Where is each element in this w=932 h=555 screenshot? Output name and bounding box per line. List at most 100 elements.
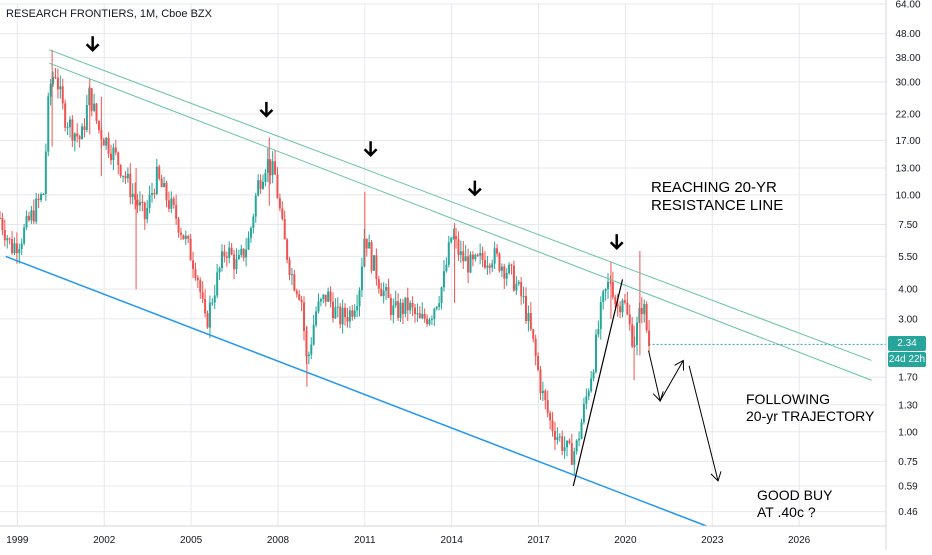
candle-body: [182, 234, 185, 240]
candle-body: [430, 318, 433, 320]
candle-body: [175, 204, 178, 219]
x-tick-label: 2020: [614, 535, 637, 546]
candle-body: [199, 280, 202, 293]
candle-body: [493, 248, 496, 264]
candle-body: [406, 297, 409, 311]
candle-body: [336, 306, 339, 308]
candle-body: [141, 202, 144, 204]
candle-body: [360, 266, 363, 291]
marker-layer: [85, 36, 624, 250]
y-tick-label: 1.00: [898, 427, 918, 438]
candle-body: [377, 279, 380, 289]
annotation-text: REACHING 20-YR: [651, 179, 777, 196]
down-arrow-icon: [363, 141, 378, 157]
candle-body: [148, 194, 151, 208]
candle-body: [269, 159, 272, 176]
candle-body: [233, 254, 236, 270]
y-tick-label: 3.00: [898, 314, 918, 325]
candle-body: [81, 126, 84, 140]
candle-body: [392, 305, 395, 316]
candle-body: [71, 119, 74, 141]
candle-body: [95, 103, 98, 122]
candle-body: [435, 306, 438, 309]
candle-body: [626, 302, 629, 315]
uptrend-line: [572, 279, 624, 487]
candle-body: [573, 451, 576, 465]
candle-body: [476, 254, 479, 256]
candle-body: [522, 296, 525, 298]
candle-body: [129, 173, 132, 198]
down-arrow-head: [609, 241, 624, 250]
candle-body: [450, 237, 453, 243]
candle-body: [517, 281, 520, 284]
candle-body: [155, 166, 158, 194]
candle-body: [561, 436, 564, 451]
candle-body: [640, 307, 643, 315]
candle-body: [592, 371, 595, 379]
candle-body: [281, 208, 284, 220]
down-arrow-icon: [85, 36, 100, 52]
candle-body: [607, 281, 610, 289]
resistance-line-lower: [49, 62, 872, 381]
candle-body: [416, 313, 419, 315]
candle-body: [310, 344, 313, 355]
candle-body: [167, 200, 170, 209]
annotation-text: GOOD BUY: [757, 487, 833, 503]
candle-body: [124, 175, 127, 179]
candle-body: [440, 287, 443, 304]
candle-body: [611, 281, 614, 298]
x-tick-label: 2017: [527, 535, 550, 546]
candle-body: [187, 235, 190, 239]
candle-body: [382, 290, 385, 297]
down-arrow-icon: [259, 101, 274, 118]
candle-body: [505, 273, 508, 279]
candle-body: [151, 193, 154, 195]
candle-body: [496, 248, 499, 254]
candle-body: [290, 274, 293, 276]
candle-body: [469, 254, 472, 273]
candle-body: [404, 297, 407, 314]
candle-body: [90, 88, 93, 111]
down-arrow-icon: [467, 180, 482, 197]
candle-body: [204, 298, 207, 314]
candle-body: [532, 329, 535, 339]
candle-body: [163, 182, 166, 188]
candle-body: [295, 290, 298, 295]
candle-body: [433, 308, 436, 319]
resistance-line-upper: [49, 49, 872, 361]
candle-body: [580, 422, 583, 439]
annotation-text: FOLLOWING: [746, 391, 830, 407]
candle-body: [339, 306, 342, 325]
candle-body: [411, 302, 414, 308]
candle-body: [119, 164, 122, 177]
candle-body: [230, 247, 233, 255]
candle-body: [249, 228, 252, 238]
candle-body: [136, 199, 139, 206]
candle-body: [322, 294, 325, 299]
candle-body: [76, 133, 79, 137]
candle-body: [20, 243, 23, 250]
candle-body: [578, 438, 581, 441]
candle-body: [546, 399, 549, 413]
candle-body: [334, 307, 337, 319]
y-tick-label: 0.46: [898, 507, 918, 518]
candle-body: [172, 198, 175, 205]
down-arrow-head: [85, 43, 100, 52]
candle-body: [73, 133, 76, 141]
candle-body: [500, 266, 503, 271]
y-tick-label: 17.00: [895, 136, 920, 147]
y-tick-label: 4.00: [898, 285, 918, 296]
candle-body: [208, 302, 211, 328]
candle-body: [184, 235, 187, 240]
candle-body: [93, 103, 96, 111]
candle-body: [223, 251, 226, 257]
candle-body: [32, 210, 35, 222]
candle-body: [541, 390, 544, 394]
candle-body: [192, 260, 195, 270]
candle-body: [614, 297, 617, 305]
y-tick-label: 22.00: [895, 109, 920, 120]
y-tick-label: 1.70: [898, 373, 918, 384]
candle-body: [356, 306, 359, 311]
candle-body: [211, 302, 214, 304]
